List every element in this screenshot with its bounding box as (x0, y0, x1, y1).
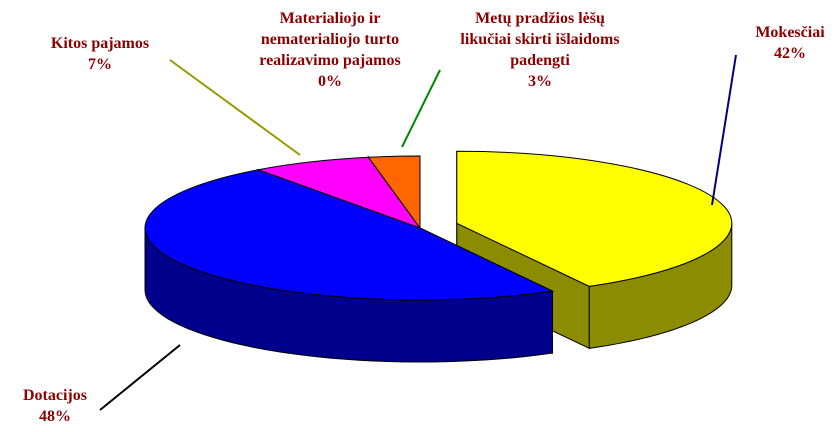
data-label: Metų pradžios lėšų likučiai skirti išlai… (453, 8, 628, 92)
data-label: Mokesčiai 42% (740, 22, 839, 64)
data-label: Materialiojo ir nematerialiojo turto rea… (255, 8, 405, 92)
leader-line (99, 344, 181, 411)
label-name: Dotacijos (23, 387, 87, 404)
label-name: Mokesčiai (755, 24, 825, 41)
label-value: 3% (528, 73, 552, 90)
label-name: Materialiojo ir nematerialiojo turto rea… (259, 10, 401, 69)
data-label: Kitos pajamos 7% (25, 33, 175, 75)
label-name: Kitos pajamos (50, 35, 150, 52)
leader-line (169, 59, 301, 156)
leader-line (711, 54, 737, 206)
slice (456, 150, 733, 287)
label-value: 7% (88, 56, 112, 73)
data-label: Dotacijos 48% (5, 385, 105, 427)
slice (256, 156, 422, 230)
label-name: Metų pradžios lėšų likučiai skirti išlai… (460, 10, 620, 69)
slice (367, 155, 421, 230)
slice (144, 169, 555, 301)
label-value: 0% (318, 73, 342, 90)
label-value: 42% (774, 45, 806, 62)
leader-line (401, 69, 441, 148)
label-value: 48% (39, 408, 71, 425)
